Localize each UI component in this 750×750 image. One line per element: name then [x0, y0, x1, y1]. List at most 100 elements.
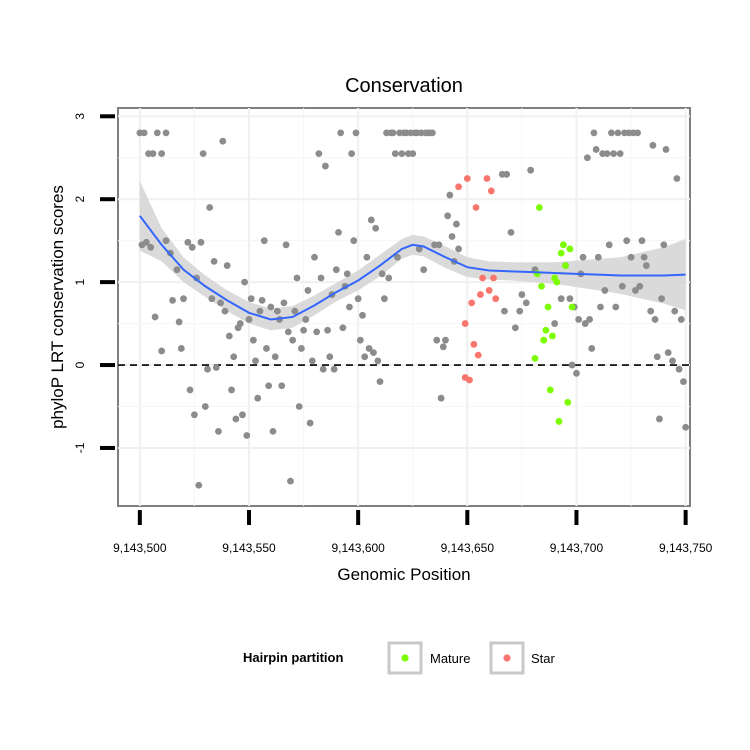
point-background-39	[228, 386, 235, 394]
legend-title: Hairpin partition	[243, 650, 343, 665]
point-star-13	[487, 187, 495, 195]
point-background-163	[579, 253, 587, 261]
point-mature-13	[559, 241, 567, 249]
point-background-28	[204, 365, 211, 373]
point-background-57	[267, 303, 275, 311]
smooth-line-layer	[139, 215, 686, 321]
point-background-76	[308, 357, 316, 365]
point-background-103	[367, 216, 375, 224]
point-background-181	[618, 282, 626, 290]
point-background-69	[293, 274, 301, 282]
point-background-171	[597, 303, 604, 311]
point-background-113	[389, 129, 397, 137]
point-star-12	[485, 287, 493, 294]
chart-title: Conservation	[345, 75, 463, 97]
point-background-115	[394, 253, 401, 261]
y-tick-label-2: 1	[73, 278, 87, 285]
point-star-3	[463, 175, 471, 182]
point-background-208	[682, 423, 690, 431]
plot-border	[117, 107, 691, 507]
point-background-149	[516, 307, 524, 315]
point-background-10	[151, 313, 159, 321]
x-tick-label-4: 9,143,700	[550, 541, 604, 555]
point-background-107	[376, 378, 384, 386]
point-background-8	[142, 238, 150, 246]
legend-label-star: Star	[531, 651, 556, 666]
point-background-145	[501, 307, 508, 315]
point-background-31	[210, 257, 218, 265]
point-background-187	[632, 287, 639, 294]
data-points	[136, 129, 690, 489]
point-background-139	[446, 191, 454, 199]
point-star-10	[479, 274, 486, 282]
point-background-160	[573, 369, 580, 377]
point-background-168	[590, 129, 598, 137]
point-background-90	[339, 324, 347, 332]
point-mature-12	[557, 249, 565, 257]
point-mature-2	[535, 204, 543, 211]
point-background-15	[173, 266, 181, 274]
legend-label-mature: Mature	[430, 651, 470, 666]
point-background-25	[197, 238, 205, 246]
x-tick-label-0: 9,143,500	[113, 541, 167, 555]
point-background-54	[260, 237, 268, 245]
point-background-81	[319, 365, 327, 373]
point-background-92	[343, 270, 351, 278]
x-tick-label-2: 9,143,600	[331, 541, 385, 555]
point-background-147	[507, 228, 515, 236]
point-background-67	[289, 336, 297, 344]
point-background-102	[365, 345, 373, 352]
point-background-60	[273, 307, 281, 315]
grid-lines	[118, 108, 690, 506]
point-mature-15	[564, 398, 572, 406]
point-background-192	[642, 262, 650, 269]
point-background-87	[332, 266, 340, 274]
point-background-65	[284, 328, 292, 336]
point-mature-17	[568, 303, 576, 311]
point-background-198	[658, 295, 666, 303]
y-tick-label-4: 3	[73, 113, 87, 120]
point-background-195	[651, 316, 659, 323]
point-background-21	[188, 243, 196, 251]
point-background-70	[295, 403, 303, 410]
point-background-37	[223, 262, 231, 269]
point-background-5	[158, 150, 166, 158]
point-star-14	[490, 274, 497, 282]
point-background-203	[671, 307, 679, 315]
point-background-164	[581, 320, 589, 327]
point-background-32	[212, 364, 220, 371]
point-background-137	[442, 336, 449, 344]
point-background-36	[221, 307, 229, 315]
point-background-52	[256, 307, 264, 315]
point-background-40	[230, 353, 238, 361]
x-tick-label-3: 9,143,650	[441, 541, 495, 555]
point-background-12	[162, 237, 170, 245]
point-background-138	[444, 212, 452, 220]
x-axis: 9,143,500 9,143,550 9,143,600 9,143,650 9,14…	[113, 510, 713, 555]
point-background-106	[374, 357, 382, 365]
point-background-109	[380, 295, 388, 303]
point-background-9	[147, 243, 155, 251]
point-background-183	[623, 237, 631, 245]
point-background-193	[647, 307, 655, 315]
point-background-83	[324, 326, 331, 334]
point-star-7	[472, 204, 480, 211]
x-tick-label-5: 9,143,750	[659, 541, 713, 555]
point-background-191	[640, 253, 648, 261]
point-background-140	[448, 233, 456, 240]
y-tick-label-0: -1	[73, 442, 87, 453]
point-background-80	[317, 274, 325, 282]
point-background-176	[608, 129, 615, 137]
point-star-1	[461, 320, 469, 327]
point-star-4	[466, 376, 473, 384]
point-background-59	[271, 353, 279, 361]
legend: Hairpin partition Mature Star	[243, 641, 556, 675]
point-background-146	[503, 170, 511, 178]
point-background-108	[378, 270, 386, 278]
point-background-35	[219, 137, 227, 145]
point-background-125	[415, 245, 423, 253]
point-background-101	[363, 253, 371, 261]
point-background-204	[673, 175, 681, 182]
plot-panel	[117, 107, 691, 507]
